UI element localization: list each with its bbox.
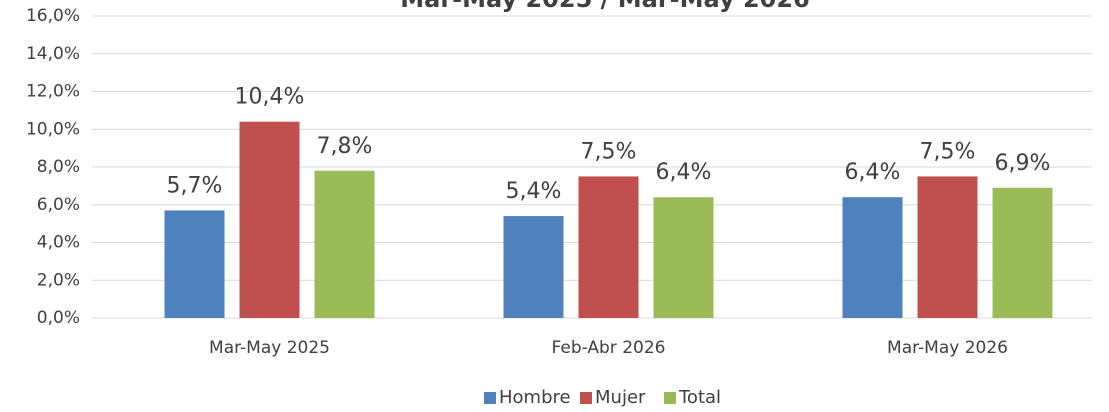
- y-tick-label: 14,0%: [26, 44, 80, 64]
- x-tick-label: Mar-May 2026: [887, 338, 1008, 358]
- value-label: 10,4%: [235, 85, 305, 110]
- y-tick-label: 8,0%: [37, 157, 80, 177]
- bar: [239, 121, 300, 318]
- legend-label: Total: [678, 387, 721, 408]
- value-label: 6,4%: [845, 160, 901, 185]
- legend-label: Mujer: [595, 387, 646, 408]
- bar: [164, 210, 225, 318]
- value-label: 7,5%: [581, 139, 637, 164]
- legend-label: Hombre: [499, 387, 571, 408]
- legend-swatch: [664, 392, 676, 404]
- x-tick-label: Feb-Abr 2026: [552, 338, 666, 358]
- bar: [653, 197, 714, 318]
- bar: [842, 197, 903, 318]
- y-tick-label: 10,0%: [26, 119, 80, 139]
- value-label: 6,9%: [995, 151, 1051, 176]
- bar: [314, 170, 375, 318]
- bar: [503, 216, 564, 318]
- x-tick-label: Mar-May 2025: [209, 338, 330, 358]
- y-tick-label: 6,0%: [37, 195, 80, 215]
- bar: [917, 176, 978, 318]
- value-label: 5,7%: [167, 173, 223, 198]
- chart-title: Mar-May 2025 / Mar-May 2026: [400, 0, 810, 13]
- y-tick-label: 0,0%: [37, 308, 80, 328]
- y-tick-label: 2,0%: [37, 270, 80, 290]
- value-label: 6,4%: [656, 160, 712, 185]
- legend-swatch: [580, 392, 592, 404]
- value-label: 5,4%: [506, 179, 562, 204]
- bar: [992, 187, 1053, 318]
- bar: [578, 176, 639, 318]
- value-label: 7,8%: [317, 134, 373, 159]
- y-tick-label: 16,0%: [26, 6, 80, 26]
- y-tick-label: 4,0%: [37, 233, 80, 253]
- value-label: 7,5%: [920, 139, 976, 164]
- legend-swatch: [484, 392, 496, 404]
- y-tick-label: 12,0%: [26, 82, 80, 102]
